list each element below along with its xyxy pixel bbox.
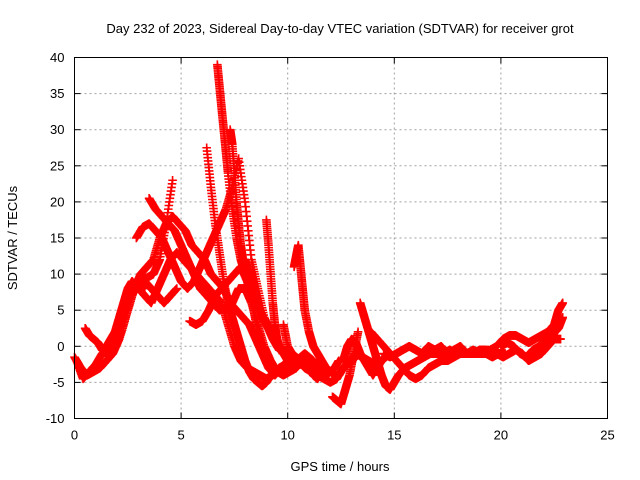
data-point xyxy=(558,298,568,308)
y-tick-label: 15 xyxy=(50,231,64,246)
grid-lines xyxy=(74,57,608,419)
y-tick-label: 40 xyxy=(50,50,64,65)
plot-frame xyxy=(74,57,608,419)
y-tick-label: 5 xyxy=(57,303,64,318)
series-sat8 xyxy=(202,143,275,391)
y-tick-label: 25 xyxy=(50,158,64,173)
x-tick-label: 5 xyxy=(177,428,184,443)
x-tick-label: 15 xyxy=(387,428,401,443)
series-sat22 xyxy=(80,277,150,358)
y-tick-label: -5 xyxy=(53,375,65,390)
chart-title: Day 232 of 2023, Sidereal Day-to-day VTE… xyxy=(106,21,574,36)
y-tick-label: 0 xyxy=(57,339,64,354)
series-sat9 xyxy=(213,60,297,376)
y-tick-label: -10 xyxy=(46,411,65,426)
data-point xyxy=(558,313,568,322)
data-point xyxy=(140,284,150,293)
x-axis-label: GPS time / hours xyxy=(291,459,390,474)
x-tick-label: 20 xyxy=(494,428,508,443)
data-points xyxy=(70,60,568,409)
data-point xyxy=(172,284,182,293)
data-point xyxy=(353,327,363,337)
y-tick-label: 35 xyxy=(50,86,64,101)
series-sat21 xyxy=(496,313,568,362)
y-tick-label: 20 xyxy=(50,194,64,209)
y-tick-label: 10 xyxy=(50,267,64,282)
y-axis-label: SDTVAR / TECUs xyxy=(5,185,20,290)
x-tick-label: 25 xyxy=(600,428,614,443)
data-point xyxy=(168,175,177,185)
data-point xyxy=(556,334,565,344)
y-tick-label: 30 xyxy=(50,122,64,137)
data-point xyxy=(266,370,275,380)
x-tick-label: 0 xyxy=(71,428,78,443)
x-tick-label: 10 xyxy=(280,428,294,443)
